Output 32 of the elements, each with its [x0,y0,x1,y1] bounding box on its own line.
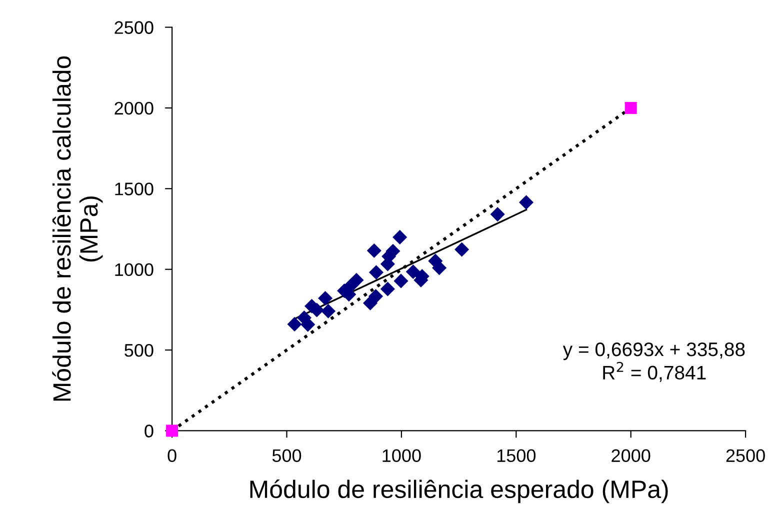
x-axis-title: Módulo de resiliência esperado (MPa) [250,480,668,504]
y-tick-label: 1000 [115,263,154,276]
point [287,316,302,332]
point [454,242,470,257]
point [366,243,382,258]
y-tick-label: 2500 [114,21,154,34]
point [368,265,384,280]
point [300,317,316,332]
y-axis-title: Módulo de resiliência calculado (MPa) [52,56,103,401]
point [406,264,420,280]
y-tick-label: 1500 [115,182,154,196]
x-tick-label: 1500 [497,449,536,462]
point [518,195,534,210]
point [624,102,637,114]
x-tick-label: 1000 [382,449,421,462]
point [394,274,408,288]
x-tick-label: 2000 [612,449,650,462]
y-tick-label: 2000 [114,102,154,115]
point [368,289,384,304]
y-tick-label: 0 [144,424,154,438]
point [318,290,333,306]
point [432,260,447,276]
point [349,272,364,288]
point [380,282,395,296]
annotation: y = 0,6693x + 335,88 R$^{2}$ = 0,7841 [562,342,745,382]
point [490,207,505,222]
x-tick-label: 2500 [726,449,765,462]
x-tick-label: 0 [168,449,176,462]
x-tick-label: 500 [272,449,302,462]
point [392,230,408,245]
y-tick-label: 500 [124,344,154,357]
point [320,304,336,318]
